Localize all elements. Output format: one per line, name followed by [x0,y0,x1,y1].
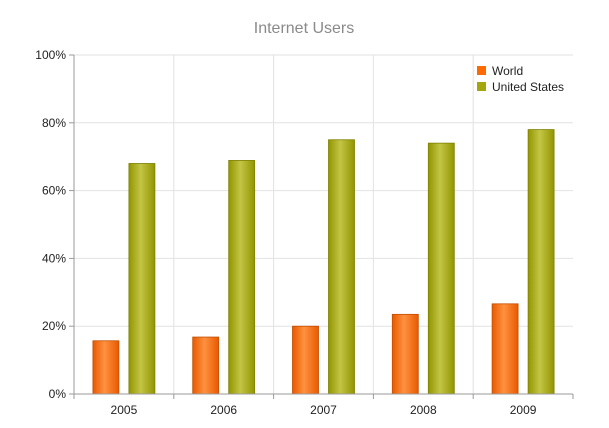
bar-world-2009 [491,303,519,395]
y-tick-label: 0% [49,387,67,401]
bar-world-2005 [92,340,120,395]
x-tick-label: 2005 [111,403,138,417]
x-tick-label: 2009 [510,403,537,417]
bar-united-states-2006 [228,160,256,395]
x-tick-label: 2007 [310,403,337,417]
x-tick-label: 2006 [210,403,237,417]
bar-united-states-2009 [527,129,555,395]
x-axis-tick-labels: 2005 2006 2007 2008 2009 [111,403,537,417]
bar-united-states-2008 [427,142,455,395]
y-tick-label: 80% [42,116,66,130]
legend-swatch-united-states [477,82,486,91]
legend: World United States [477,64,564,94]
x-tick-label: 2008 [410,403,437,417]
legend-label-world: World [492,64,523,78]
chart-title: Internet Users [254,20,354,37]
bar-world-2006 [192,336,220,395]
grid [74,54,573,394]
bar-world-2008 [391,313,419,395]
bar-world-2007 [292,325,319,395]
y-tick-label: 40% [42,251,66,265]
y-tick-label: 100% [35,48,66,62]
legend-swatch-world [477,66,486,75]
y-axis-tick-labels: 0% 20% 40% 60% 80% 100% [35,48,66,401]
bars [92,129,555,395]
legend-label-united-states: United States [492,80,564,94]
axes [69,54,574,399]
y-tick-label: 20% [42,319,66,333]
bar-united-states-2007 [328,139,355,395]
y-tick-label: 60% [42,184,66,198]
bar-united-states-2005 [128,163,156,395]
